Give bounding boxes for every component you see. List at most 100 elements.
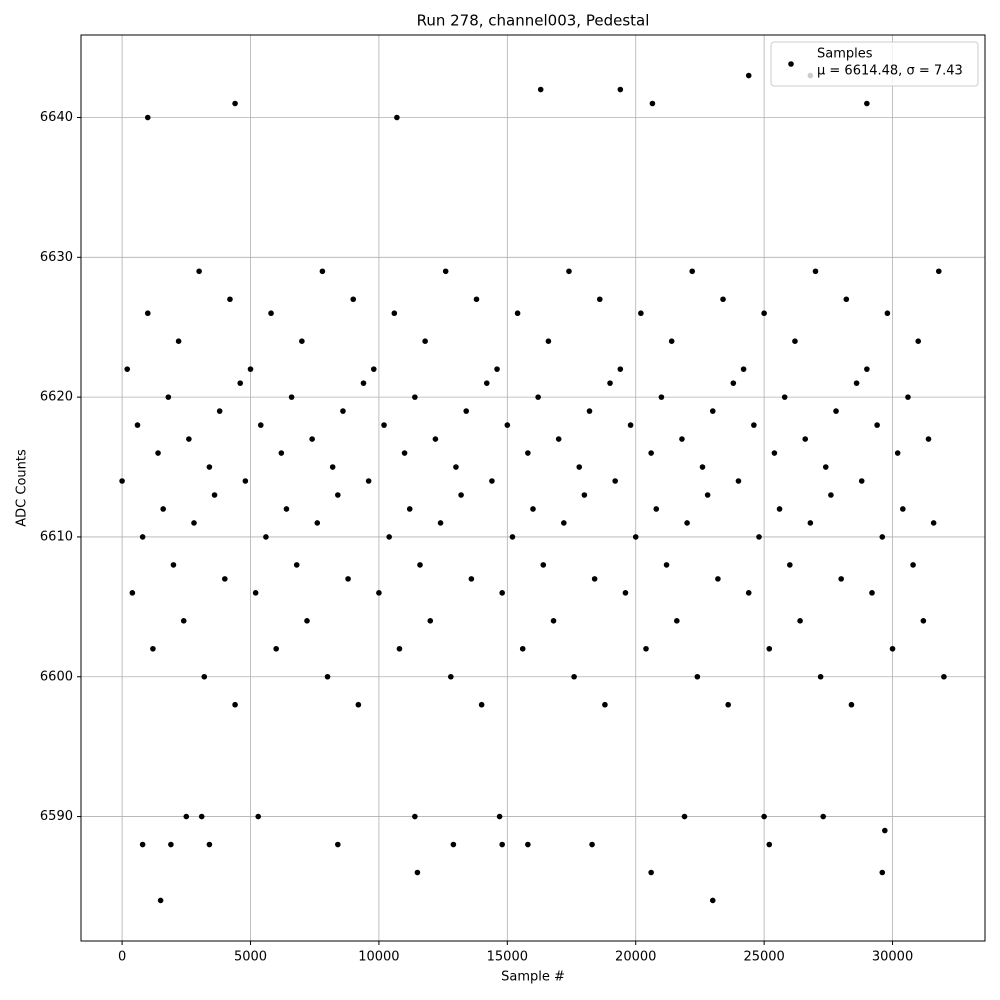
point [278, 450, 285, 456]
point [237, 380, 244, 386]
point [833, 408, 839, 414]
point [807, 520, 814, 526]
point [299, 338, 305, 344]
point [386, 534, 392, 540]
point [802, 436, 809, 442]
point [781, 394, 788, 400]
point [314, 520, 321, 526]
point [674, 618, 680, 624]
point [820, 813, 827, 820]
point [232, 100, 238, 107]
point [751, 422, 757, 428]
point [709, 408, 716, 414]
point [622, 590, 629, 596]
plot-frame [80, 34, 986, 942]
point [740, 366, 747, 372]
point [196, 268, 202, 275]
x-tick-label: 15000 [487, 950, 528, 965]
point [394, 114, 400, 121]
legend-marker [788, 61, 794, 67]
point [649, 100, 656, 107]
y-tick-label: 6600 [40, 669, 73, 684]
point [268, 310, 274, 317]
point [910, 562, 916, 568]
point [612, 478, 618, 484]
point [920, 618, 927, 624]
x-tick-label: 10000 [358, 950, 399, 965]
point [941, 673, 947, 680]
point [838, 576, 844, 582]
point [756, 534, 762, 540]
point [648, 450, 654, 456]
point [432, 436, 439, 442]
point [232, 701, 238, 708]
point [324, 673, 331, 680]
point [412, 813, 418, 820]
point [489, 478, 495, 484]
point [745, 590, 752, 596]
point [566, 268, 572, 275]
point [530, 506, 536, 512]
point [206, 464, 213, 470]
x-tick-label: 25000 [743, 950, 784, 965]
point [935, 268, 942, 275]
point [496, 813, 503, 820]
point [463, 408, 470, 414]
point [478, 701, 485, 708]
point [812, 268, 819, 275]
point [882, 827, 888, 834]
point [681, 813, 688, 820]
point [617, 366, 624, 372]
point [545, 338, 552, 344]
point [792, 338, 798, 344]
point [494, 366, 500, 372]
point [658, 394, 665, 400]
point [376, 590, 382, 596]
point [144, 310, 151, 317]
point [412, 394, 418, 400]
point [537, 86, 544, 93]
point [848, 701, 855, 708]
point [417, 562, 423, 568]
point-group [119, 72, 947, 904]
x-tick-label: 20000 [615, 950, 656, 965]
point [894, 450, 901, 456]
point [561, 520, 567, 526]
point [745, 72, 752, 79]
point [525, 841, 531, 848]
point [406, 506, 413, 512]
point [589, 841, 595, 848]
point [499, 590, 505, 596]
point [448, 673, 454, 680]
point [761, 310, 767, 317]
point [586, 408, 593, 414]
point [396, 645, 403, 652]
point [427, 618, 434, 624]
point [304, 618, 310, 624]
point [168, 841, 174, 848]
point [191, 520, 197, 526]
point [175, 338, 182, 344]
point [884, 310, 891, 317]
point [648, 869, 654, 876]
x-tick-label: 5000 [234, 950, 267, 965]
point [504, 422, 511, 428]
point [134, 422, 141, 428]
point [879, 869, 886, 876]
point [335, 841, 341, 848]
point [180, 618, 187, 624]
point [550, 618, 557, 624]
point [828, 492, 834, 498]
point [555, 436, 562, 442]
point [699, 464, 706, 470]
point [817, 673, 824, 680]
legend-note: μ = 6614.48, σ = 7.43 [817, 64, 963, 79]
point [663, 562, 670, 568]
point [414, 869, 421, 876]
point [450, 841, 457, 848]
point [889, 645, 896, 652]
point [458, 492, 464, 498]
point [602, 701, 608, 708]
point [499, 841, 505, 848]
point [617, 86, 624, 93]
